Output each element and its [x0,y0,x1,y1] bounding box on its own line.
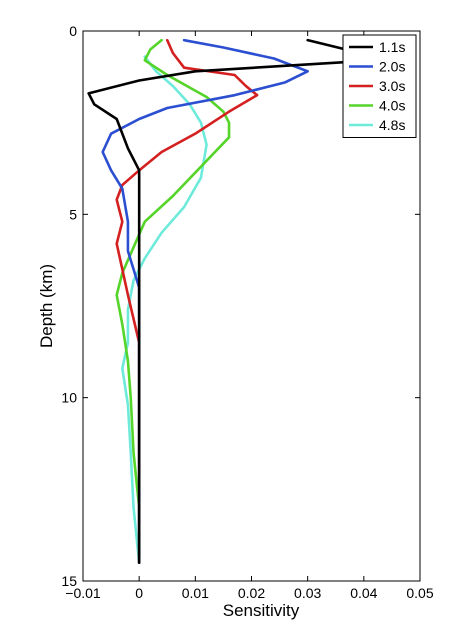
x-tick-label: 0.01 [182,585,209,601]
x-tick-label: −0.01 [65,585,101,601]
axes-layer: −0.01 0 0.01 0.02 0.03 0.04 0.05 0 5 10 15 [61,23,433,601]
y-tick-label: 5 [69,206,77,222]
y-tick-label: 15 [61,573,77,589]
x-axis-label: Sensitivity [223,601,300,620]
y-tick-label: 10 [61,390,77,406]
x-tick-label: 0.05 [406,585,433,601]
series-line-4-8s [121,55,208,564]
x-tick-label: 0.04 [350,585,377,601]
y-tick-label: 0 [69,23,77,39]
series-line-3-0s [115,38,259,564]
series-line-1-1s [87,38,377,564]
x-tick-label: 0 [135,585,143,601]
series-layer [87,38,377,564]
x-tick-label: 0.03 [294,585,321,601]
legend-label: 4.0s [379,98,405,114]
legend-label: 4.8s [379,117,405,133]
legend: 1.1s 2.0s 3.0s 4.0s 4.8s [342,34,417,138]
y-axis-label: Depth (km) [37,264,56,348]
legend-label: 1.1s [379,39,405,55]
series-line-4-0s [115,38,231,564]
legend-label: 2.0s [379,59,405,75]
x-tick-label: 0.02 [238,585,265,601]
legend-label: 3.0s [379,78,405,94]
